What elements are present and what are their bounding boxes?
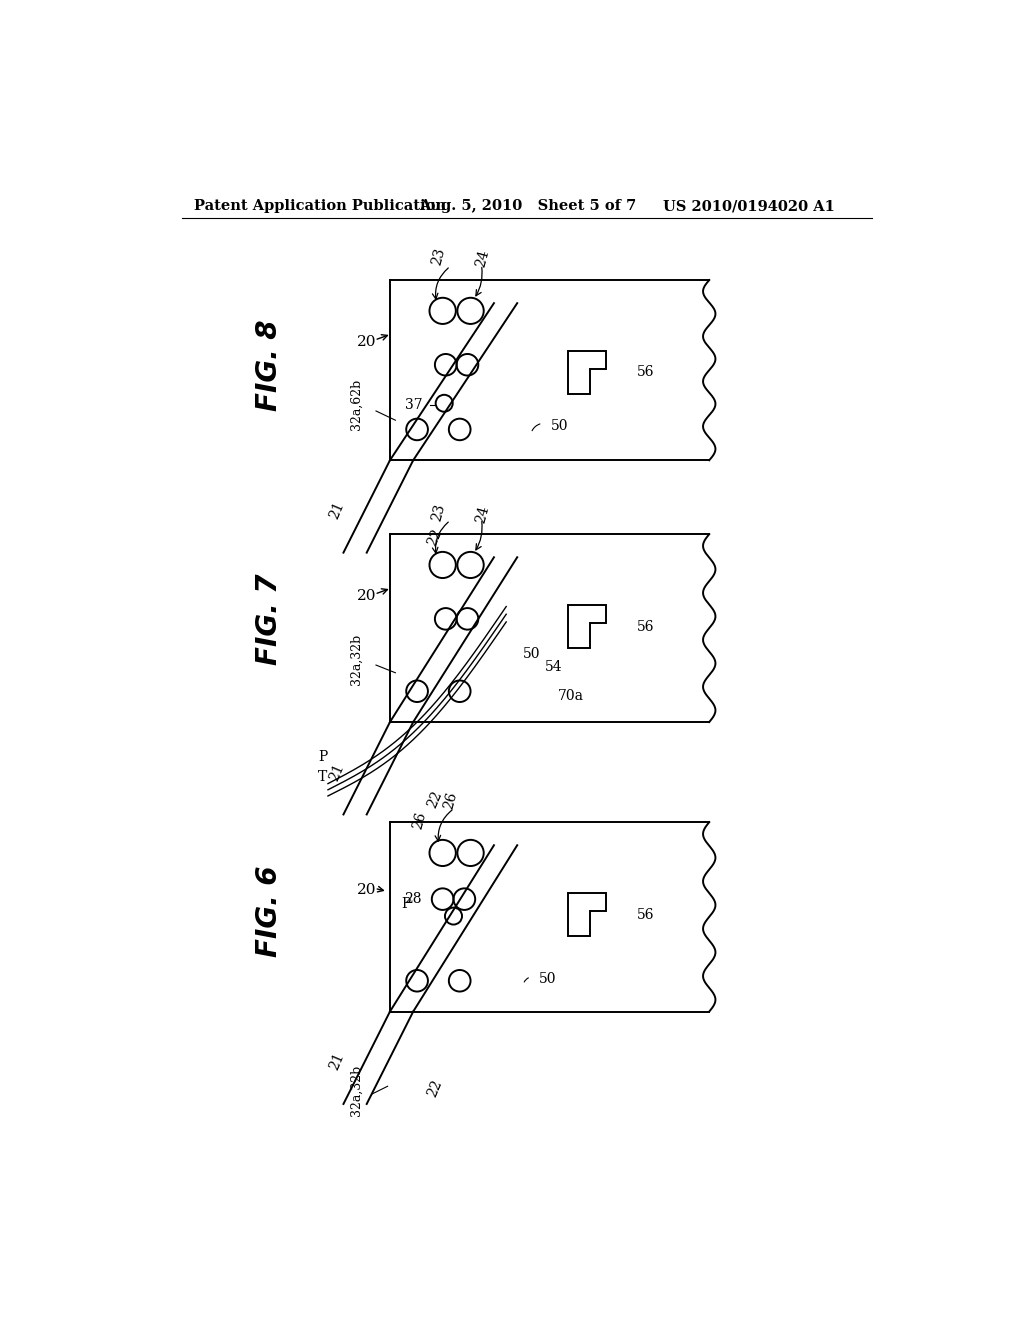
Text: 23: 23	[430, 503, 447, 523]
Text: 56: 56	[636, 619, 654, 634]
Text: 32a,62b: 32a,62b	[350, 379, 364, 430]
Text: Patent Application Publication: Patent Application Publication	[194, 199, 445, 213]
Text: 70a: 70a	[558, 689, 584, 702]
Text: 22: 22	[425, 527, 444, 548]
Text: 20: 20	[356, 589, 376, 603]
Text: 26: 26	[411, 810, 428, 830]
Text: P: P	[317, 750, 327, 764]
Text: 21: 21	[328, 499, 347, 521]
Text: P: P	[400, 896, 410, 911]
Text: 23: 23	[430, 247, 447, 267]
Text: 32a,32b: 32a,32b	[350, 634, 364, 685]
Text: 20: 20	[356, 335, 376, 348]
Text: 20: 20	[356, 883, 376, 896]
Text: 54: 54	[545, 660, 562, 673]
Text: 32a,32b: 32a,32b	[350, 1064, 364, 1115]
Text: T: T	[317, 771, 327, 784]
Text: 22: 22	[425, 788, 444, 810]
Text: 56: 56	[636, 908, 654, 921]
Text: 21: 21	[328, 1051, 347, 1072]
Text: 50: 50	[550, 418, 568, 433]
Text: FIG. 6: FIG. 6	[255, 866, 283, 957]
Text: 56: 56	[636, 366, 654, 379]
Text: US 2010/0194020 A1: US 2010/0194020 A1	[663, 199, 835, 213]
Text: Aug. 5, 2010   Sheet 5 of 7: Aug. 5, 2010 Sheet 5 of 7	[419, 199, 636, 213]
Text: FIG. 8: FIG. 8	[255, 319, 283, 411]
Text: 24: 24	[474, 248, 492, 269]
Text: 50: 50	[539, 973, 556, 986]
Text: 24: 24	[474, 504, 492, 524]
Text: 22: 22	[425, 1077, 444, 1100]
Text: 26: 26	[441, 791, 460, 810]
Text: 37: 37	[406, 397, 423, 412]
Text: 28: 28	[403, 892, 422, 906]
Text: 21: 21	[328, 762, 347, 783]
Text: FIG. 7: FIG. 7	[255, 573, 283, 664]
Text: 50: 50	[523, 647, 541, 660]
